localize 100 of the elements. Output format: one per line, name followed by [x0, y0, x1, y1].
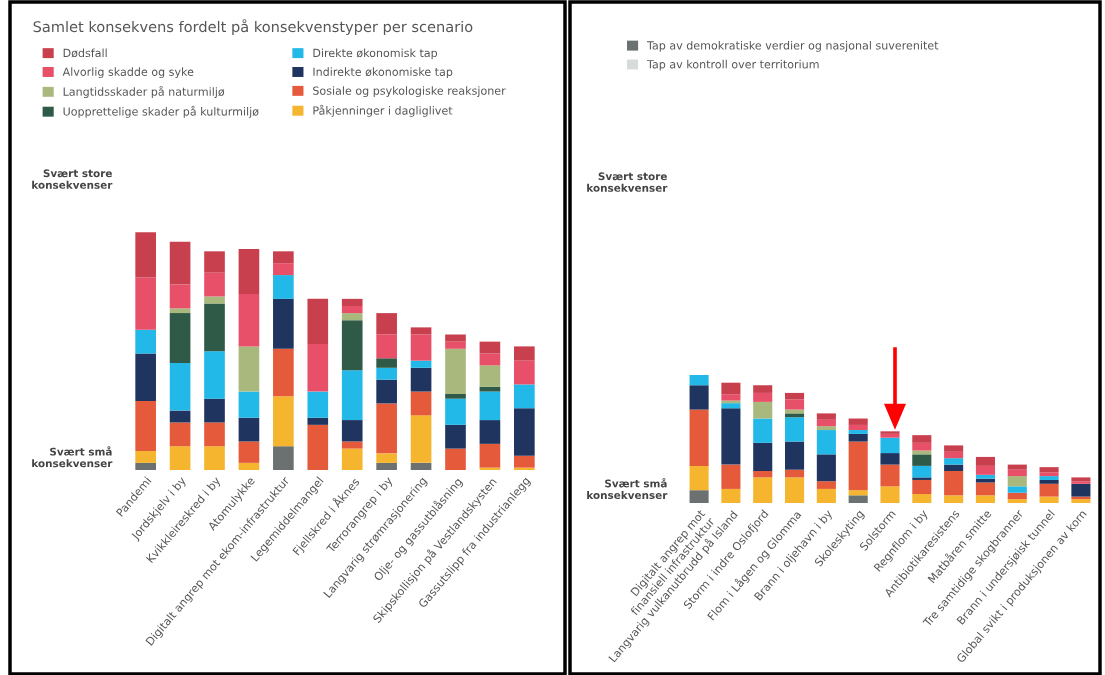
bar — [341, 441, 363, 449]
bar — [273, 275, 294, 299]
bar — [410, 415, 432, 463]
bar — [273, 298, 294, 349]
bar — [848, 430, 868, 434]
bar — [341, 420, 363, 442]
bar — [753, 418, 773, 443]
legend-label: Uopprettelige skader på kulturmiljø — [63, 105, 259, 118]
bar — [816, 426, 836, 431]
bar — [135, 329, 156, 354]
text: Svært store konsekvenser — [32, 169, 113, 189]
bar — [912, 465, 932, 478]
bar — [376, 358, 397, 368]
bar — [307, 424, 329, 470]
bar — [689, 465, 709, 491]
bar — [721, 488, 741, 503]
bar — [1007, 469, 1027, 477]
bar — [1071, 481, 1091, 484]
bar — [721, 403, 741, 409]
bar — [273, 396, 294, 447]
legend-label: Tap av demokratiske verdier og nasjonal suverenitet — [646, 40, 939, 52]
bar — [1039, 467, 1059, 473]
bar — [753, 442, 773, 471]
bar — [479, 353, 501, 366]
bar — [816, 419, 836, 427]
bar — [376, 462, 397, 470]
bar — [341, 370, 363, 421]
bar — [238, 346, 260, 392]
legend-label: Alvorlig skadde og syke — [62, 67, 194, 79]
bar — [410, 334, 432, 361]
text: Svært små konsekvenser — [32, 446, 113, 468]
bar — [376, 403, 397, 454]
bar — [753, 401, 773, 419]
bar — [307, 391, 329, 418]
bar — [410, 360, 432, 368]
bar — [273, 446, 294, 470]
bar — [848, 490, 868, 496]
bar — [1071, 477, 1091, 482]
bar — [912, 442, 932, 451]
bar — [479, 443, 501, 468]
bar — [376, 313, 397, 335]
bar — [376, 453, 397, 463]
bar — [204, 398, 225, 423]
bar — [204, 351, 225, 399]
bar — [975, 482, 995, 496]
bar — [944, 464, 964, 471]
bar — [514, 384, 535, 409]
bar — [912, 494, 932, 503]
bar — [445, 334, 466, 342]
bar — [445, 398, 466, 425]
legend-label: Indirekte økonomiske tap — [313, 67, 453, 79]
bar — [1071, 483, 1091, 497]
bar — [410, 327, 432, 335]
bar — [169, 363, 191, 411]
bar — [785, 469, 805, 478]
bar — [445, 348, 466, 394]
bar — [721, 394, 741, 401]
bar — [169, 308, 191, 314]
bar — [785, 441, 805, 470]
bar — [912, 454, 932, 466]
bar — [753, 477, 773, 503]
bar — [1039, 479, 1059, 484]
bar — [785, 399, 805, 410]
bar — [848, 441, 868, 491]
legend-label: Sosiale og psykologiske reaksjoner — [313, 86, 506, 97]
bar — [169, 422, 191, 447]
legend-label: Langtidsskader på naturmiljø — [63, 85, 225, 98]
text: Svært små konsekvenser — [587, 477, 668, 500]
bar — [410, 462, 432, 470]
bar — [1039, 483, 1059, 497]
bar — [753, 385, 773, 393]
bar — [514, 455, 535, 468]
bar — [204, 303, 225, 352]
text: Svært store konsekvenser — [587, 172, 668, 192]
bar — [816, 430, 836, 455]
bar — [445, 448, 466, 470]
bar — [514, 346, 535, 361]
bar — [944, 471, 964, 496]
bar — [689, 409, 709, 466]
bar — [238, 391, 260, 418]
bar — [848, 418, 868, 425]
bar — [479, 365, 501, 387]
bar — [912, 435, 932, 443]
bar — [341, 305, 363, 314]
bar — [479, 420, 501, 444]
bar — [135, 232, 156, 278]
bar — [307, 298, 329, 345]
bar — [410, 367, 432, 392]
bar — [514, 360, 535, 385]
bar — [204, 272, 225, 297]
bar — [1007, 499, 1027, 503]
bar — [238, 248, 260, 295]
legend-label: Direkte økonomisk tap — [313, 48, 438, 60]
bar — [816, 413, 836, 420]
bar — [479, 341, 501, 354]
bar — [721, 464, 741, 489]
bar — [341, 313, 363, 321]
bar — [880, 486, 900, 503]
bar — [204, 296, 225, 304]
bar — [721, 382, 741, 395]
